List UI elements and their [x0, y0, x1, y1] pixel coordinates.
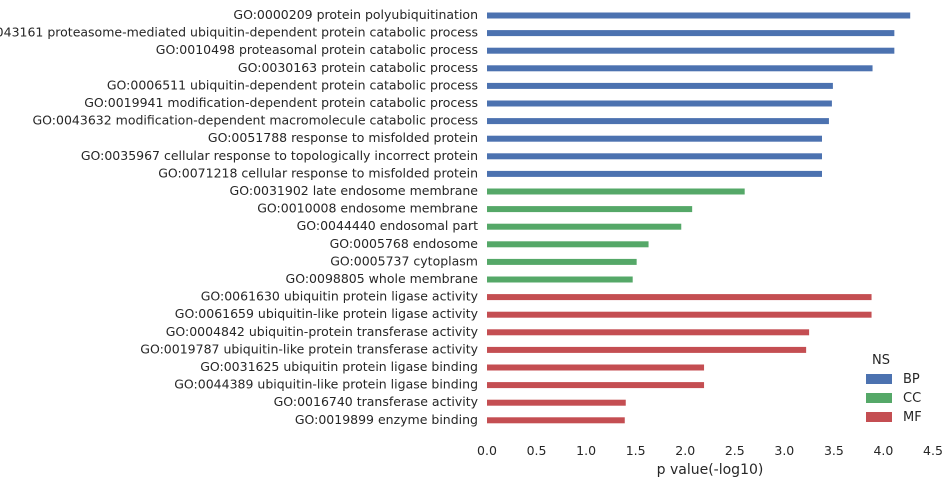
bar-bp: [487, 47, 895, 54]
category-label: GO:0005768 endosome: [330, 236, 479, 251]
category-label: GO:0006511 ubiquitin-dependent protein c…: [107, 77, 478, 92]
category-label: GO:0005737 cytoplasm: [330, 253, 478, 268]
bar-cc: [487, 258, 637, 265]
category-label: GO:0016740 transferase activity: [274, 394, 479, 409]
category-label: GO:0043632 modification-dependent macrom…: [33, 113, 479, 128]
x-tick-label: 3.5: [824, 443, 844, 458]
legend-swatch-cc: [866, 393, 892, 403]
legend-swatch-bp: [866, 374, 892, 384]
bar-bp: [487, 12, 911, 19]
x-tick-label: 1.5: [626, 443, 646, 458]
category-label: GO:0010008 endosome membrane: [257, 201, 478, 216]
x-tick-label: 4.5: [923, 443, 943, 458]
bar-bp: [487, 135, 822, 142]
category-label: GO:0000209 protein polyubiquitination: [233, 7, 478, 22]
category-label: GO:0019787 ubiquitin-like protein transf…: [140, 341, 478, 356]
category-label: GO:0071218 cellular response to misfolde…: [158, 165, 478, 180]
legend-label-bp: BP: [903, 372, 920, 387]
legend-title: NS: [872, 353, 890, 368]
x-tick-label: 2.0: [675, 443, 695, 458]
legend-swatch-mf: [866, 412, 892, 422]
bar-cc: [487, 206, 693, 213]
bar-cc: [487, 241, 649, 248]
bar-mf: [487, 329, 810, 336]
bar-mf: [487, 311, 872, 318]
legend-label-cc: CC: [903, 391, 921, 406]
category-label: GO:0098805 whole membrane: [286, 271, 479, 286]
category-label: GO:0044440 endosomal part: [297, 218, 479, 233]
bar-bp: [487, 100, 832, 107]
x-axis-ticks: 0.0 0.5 1.0 1.5 2.0 2.5 3.0 3.5 4.0 4.5: [477, 443, 943, 458]
bar-mf: [487, 364, 705, 371]
bar-mf: [487, 417, 625, 424]
bar-bp: [487, 170, 822, 177]
bar-cc: [487, 276, 633, 283]
x-tick-label: 3.0: [774, 443, 794, 458]
x-axis-label: p value(-log10): [657, 462, 764, 478]
category-label: GO:0004842 ubiquitin-protein transferase…: [166, 324, 479, 339]
category-label: GO:0051788 response to misfolded protein: [208, 130, 478, 145]
legend-label-mf: MF: [903, 410, 922, 425]
bar-bp: [487, 30, 895, 37]
bar-bp: [487, 65, 873, 72]
category-label: GO:0019899 enzyme binding: [295, 412, 478, 427]
legend: NS BP CC MF: [866, 353, 922, 425]
bar-mf: [487, 382, 705, 389]
bar-mf: [487, 346, 807, 353]
category-label: GO:0061630 ubiquitin protein ligase acti…: [201, 289, 479, 304]
bar-bp: [487, 153, 822, 160]
category-label: GO:0031902 late endosome membrane: [230, 183, 479, 198]
x-tick-label: 0.5: [527, 443, 547, 458]
bar-cc: [487, 223, 682, 230]
bar-mf: [487, 294, 872, 301]
category-label: GO:0044389 ubiquitin-like protein ligase…: [174, 377, 478, 392]
bar-bp: [487, 82, 833, 89]
bars-layer: [487, 12, 911, 424]
x-tick-label: 4.0: [873, 443, 893, 458]
bar-mf: [487, 399, 626, 406]
category-label: GO:0030163 protein catabolic process: [238, 60, 478, 75]
x-tick-label: 2.5: [725, 443, 745, 458]
x-tick-label: 1.0: [576, 443, 596, 458]
category-label: GO:0061659 ubiquitin-like protein ligase…: [175, 306, 479, 321]
bar-bp: [487, 118, 829, 125]
bar-cc: [487, 188, 745, 195]
category-label: GO:0035967 cellular response to topologi…: [81, 148, 478, 163]
category-label: GO:0043161 proteasome-mediated ubiquitin…: [0, 25, 478, 40]
category-label: GO:0010498 proteasomal protein catabolic…: [156, 42, 478, 57]
x-tick-label: 0.0: [477, 443, 497, 458]
category-labels: GO:0000209 protein polyubiquitination GO:…: [0, 7, 479, 427]
category-label: GO:0019941 modification-dependent protei…: [84, 95, 478, 110]
category-label: GO:0031625 ubiquitin protein ligase bind…: [200, 359, 478, 374]
